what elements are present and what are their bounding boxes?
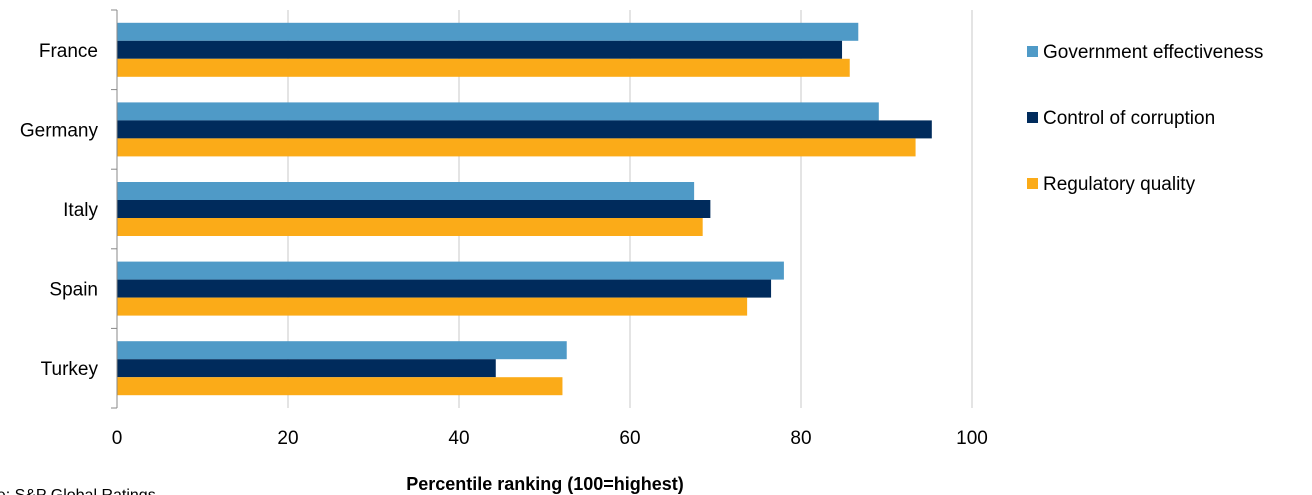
bar-spain-government-effectiveness bbox=[117, 261, 784, 280]
category-label-germany: Germany bbox=[20, 120, 99, 141]
category-label-turkey: Turkey bbox=[41, 359, 99, 380]
bar-italy-regulatory-quality bbox=[117, 218, 703, 236]
legend-label: Control of corruption bbox=[1043, 108, 1215, 129]
legend: Government effectiveness Control of corru… bbox=[1027, 42, 1263, 195]
bars bbox=[117, 22, 932, 396]
bar-france-control-of-corruption bbox=[117, 40, 843, 59]
x-tick-label: 20 bbox=[277, 428, 298, 449]
bar-turkey-control-of-corruption bbox=[117, 359, 496, 378]
x-tick-label: 0 bbox=[112, 428, 123, 449]
source-note: Source: S&P Global Ratings bbox=[0, 487, 156, 495]
x-axis-title: Percentile ranking (100=highest) bbox=[406, 474, 684, 494]
legend-swatch-control-of-corruption bbox=[1027, 112, 1038, 123]
bar-germany-government-effectiveness bbox=[117, 102, 879, 121]
bar-germany-control-of-corruption bbox=[117, 120, 932, 139]
bar-germany-regulatory-quality bbox=[117, 138, 916, 157]
category-label-italy: Italy bbox=[63, 200, 98, 221]
legend-label: Regulatory quality bbox=[1043, 174, 1196, 195]
x-tick-label: 100 bbox=[956, 428, 988, 449]
bar-france-regulatory-quality bbox=[117, 58, 850, 77]
bar-italy-control-of-corruption bbox=[117, 200, 711, 218]
legend-swatch-regulatory-quality bbox=[1027, 178, 1038, 189]
bar-spain-control-of-corruption bbox=[117, 279, 772, 298]
bar-spain-regulatory-quality bbox=[117, 297, 748, 316]
x-tick-label: 60 bbox=[619, 428, 640, 449]
x-tick-label: 80 bbox=[790, 428, 811, 449]
legend-swatch-government-effectiveness bbox=[1027, 46, 1038, 57]
category-labels: France Germany Italy Spain Turkey bbox=[20, 41, 99, 380]
bar-turkey-government-effectiveness bbox=[117, 341, 567, 360]
tick-labels: 0 20 40 60 80 100 bbox=[112, 428, 988, 449]
category-label-spain: Spain bbox=[49, 280, 98, 301]
category-label-france: France bbox=[39, 41, 98, 62]
bar-turkey-regulatory-quality bbox=[117, 377, 563, 396]
legend-label: Government effectiveness bbox=[1043, 42, 1263, 63]
bar-france-government-effectiveness bbox=[117, 22, 859, 41]
x-tick-label: 40 bbox=[448, 428, 469, 449]
bar-italy-government-effectiveness bbox=[117, 182, 695, 200]
axes bbox=[111, 9, 118, 409]
